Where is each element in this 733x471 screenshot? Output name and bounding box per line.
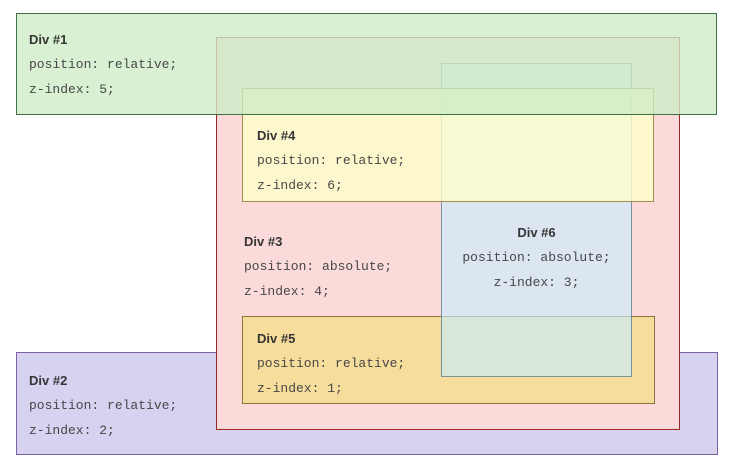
div2-title: Div #2: [29, 373, 68, 388]
div4-title: Div #4: [257, 128, 296, 143]
div2-position-rule: position: relative;: [29, 398, 178, 413]
div5-position-rule: position: relative;: [257, 356, 406, 371]
div3-title: Div #3: [244, 234, 283, 249]
div4-zindex-rule: z-index: 6;: [257, 178, 343, 193]
div5-zindex-rule: z-index: 1;: [257, 381, 343, 396]
div2-zindex-rule: z-index: 2;: [29, 423, 115, 438]
div5-title: Div #5: [257, 331, 296, 346]
div1-box: Div #1 position: relative; z-index: 5;: [16, 13, 717, 115]
div3-zindex-rule: z-index: 4;: [244, 284, 330, 299]
div3-position-rule: position: absolute;: [244, 259, 393, 274]
div1-position-rule: position: relative;: [29, 57, 178, 72]
div6-position-rule: position: absolute;: [462, 250, 611, 265]
div1-title: Div #1: [29, 32, 68, 47]
div1-zindex-rule: z-index: 5;: [29, 82, 115, 97]
div6-zindex-rule: z-index: 3;: [493, 275, 580, 290]
div4-position-rule: position: relative;: [257, 153, 406, 168]
div6-title: Div #6: [517, 225, 556, 240]
